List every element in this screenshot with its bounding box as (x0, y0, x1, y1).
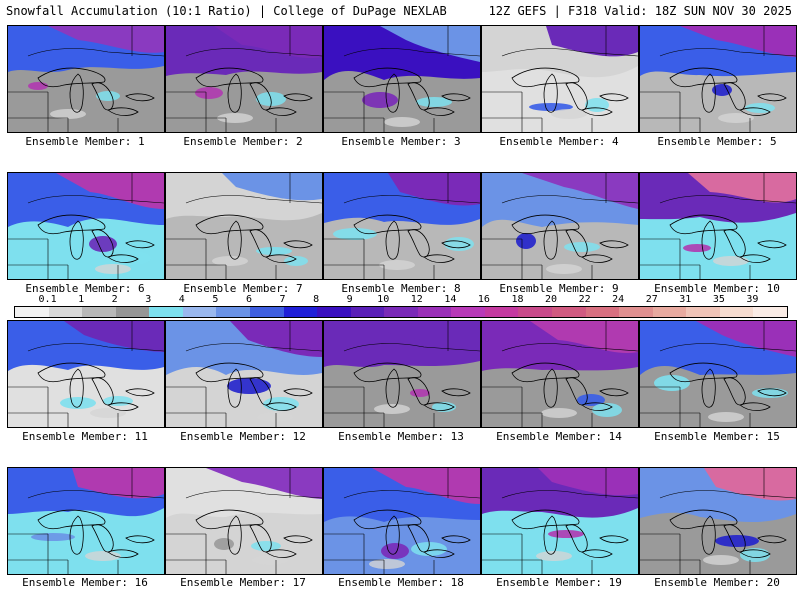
ensemble-member-label: Ensemble Member: 10 (654, 282, 780, 295)
ensemble-member-label: Ensemble Member: 17 (180, 576, 306, 589)
ensemble-map-10 (639, 172, 797, 280)
colorbar-tick-label: 39 (746, 294, 759, 305)
ensemble-map-19 (481, 467, 639, 575)
colorbar-tick-label: 5 (212, 294, 219, 305)
colorbar-swatch (82, 307, 116, 317)
colorbar-tick-label: 3 (145, 294, 152, 305)
colorbar-swatch (283, 307, 318, 317)
colorbar-tick-label: 35 (712, 294, 725, 305)
ensemble-member-label: Ensemble Member: 11 (22, 430, 148, 443)
colorbar-swatch (753, 307, 787, 317)
colorbar-tick-label: 4 (178, 294, 185, 305)
colorbar-swatch (48, 307, 83, 317)
ensemble-member-label: Ensemble Member: 6 (25, 282, 145, 295)
ensemble-member-label: Ensemble Member: 8 (341, 282, 461, 295)
ensemble-map-1 (7, 25, 165, 133)
ensemble-map-8 (323, 172, 481, 280)
colorbar-swatch (216, 307, 250, 317)
colorbar-tick-label: 20 (545, 294, 558, 305)
ensemble-map-15 (639, 320, 797, 428)
colorbar-swatch (518, 307, 552, 317)
ensemble-map-3 (323, 25, 481, 133)
colorbar-tick-label: 8 (313, 294, 320, 305)
colorbar-swatch (719, 307, 754, 317)
colorbar-tick-label: 18 (511, 294, 524, 305)
colorbar-tick-label: 9 (346, 294, 353, 305)
colorbar-swatch (619, 307, 653, 317)
colorbar-tick-label: 24 (612, 294, 625, 305)
run-info: 12Z GEFS | F318 Valid: 18Z SUN NOV 30 20… (488, 4, 792, 18)
ensemble-map-20 (639, 467, 797, 575)
ensemble-member-label: Ensemble Member: 20 (654, 576, 780, 589)
colorbar-swatch (585, 307, 620, 317)
colorbar-tick-label: 10 (377, 294, 390, 305)
colorbar-swatch (15, 307, 49, 317)
ensemble-map-2 (165, 25, 323, 133)
colorbar-swatch (249, 307, 284, 317)
ensemble-map-9 (481, 172, 639, 280)
colorbar-swatch (652, 307, 687, 317)
ensemble-member-label: Ensemble Member: 1 (25, 135, 145, 148)
colorbar-swatch (384, 307, 418, 317)
ensemble-member-label: Ensemble Member: 13 (338, 430, 464, 443)
ensemble-map-16 (7, 467, 165, 575)
ensemble-map-17 (165, 467, 323, 575)
ensemble-map-5 (639, 25, 797, 133)
colorbar-swatch (182, 307, 217, 317)
colorbar-tick-label: 12 (410, 294, 423, 305)
colorbar-swatch (686, 307, 720, 317)
colorbar-swatch (115, 307, 150, 317)
colorbar-tick-label: 1 (78, 294, 85, 305)
colorbar-swatch (149, 307, 183, 317)
colorbar-tick-label: 2 (111, 294, 118, 305)
ensemble-map-12 (165, 320, 323, 428)
ensemble-member-label: Ensemble Member: 12 (180, 430, 306, 443)
colorbar-swatch (552, 307, 586, 317)
colorbar-tick-label: 7 (279, 294, 286, 305)
colorbar-swatch (317, 307, 351, 317)
colorbar-tick-label: 0.1 (38, 294, 57, 305)
colorbar-labels: 0.1 1 2 3 4 5 6 7 8 9 10 12 14 16 18 20 22 24 27 31 35 39 (14, 294, 786, 306)
colorbar-tick-label: 6 (245, 294, 252, 305)
colorbar-tick-label: 14 (444, 294, 457, 305)
ensemble-map-6 (7, 172, 165, 280)
ensemble-member-label: Ensemble Member: 9 (499, 282, 619, 295)
colorbar-tick-label: 31 (679, 294, 692, 305)
ensemble-map-11 (7, 320, 165, 428)
colorbar (14, 306, 788, 318)
ensemble-member-label: Ensemble Member: 14 (496, 430, 622, 443)
ensemble-map-14 (481, 320, 639, 428)
ensemble-member-label: Ensemble Member: 16 (22, 576, 148, 589)
colorbar-swatch (417, 307, 452, 317)
colorbar-swatch (484, 307, 519, 317)
colorbar-swatch (350, 307, 385, 317)
colorbar-tick-label: 27 (645, 294, 658, 305)
ensemble-member-label: Ensemble Member: 18 (338, 576, 464, 589)
ensemble-map-7 (165, 172, 323, 280)
ensemble-map-4 (481, 25, 639, 133)
ensemble-member-label: Ensemble Member: 2 (183, 135, 303, 148)
colorbar-tick-label: 22 (578, 294, 591, 305)
ensemble-member-label: Ensemble Member: 4 (499, 135, 619, 148)
ensemble-map-18 (323, 467, 481, 575)
ensemble-member-label: Ensemble Member: 3 (341, 135, 461, 148)
ensemble-member-label: Ensemble Member: 19 (496, 576, 622, 589)
ensemble-member-label: Ensemble Member: 5 (657, 135, 777, 148)
ensemble-member-label: Ensemble Member: 7 (183, 282, 303, 295)
chart-title: Snowfall Accumulation (10:1 Ratio) | Col… (6, 4, 447, 18)
ensemble-map-13 (323, 320, 481, 428)
ensemble-member-label: Ensemble Member: 15 (654, 430, 780, 443)
colorbar-tick-label: 16 (477, 294, 490, 305)
colorbar-swatch (451, 307, 485, 317)
